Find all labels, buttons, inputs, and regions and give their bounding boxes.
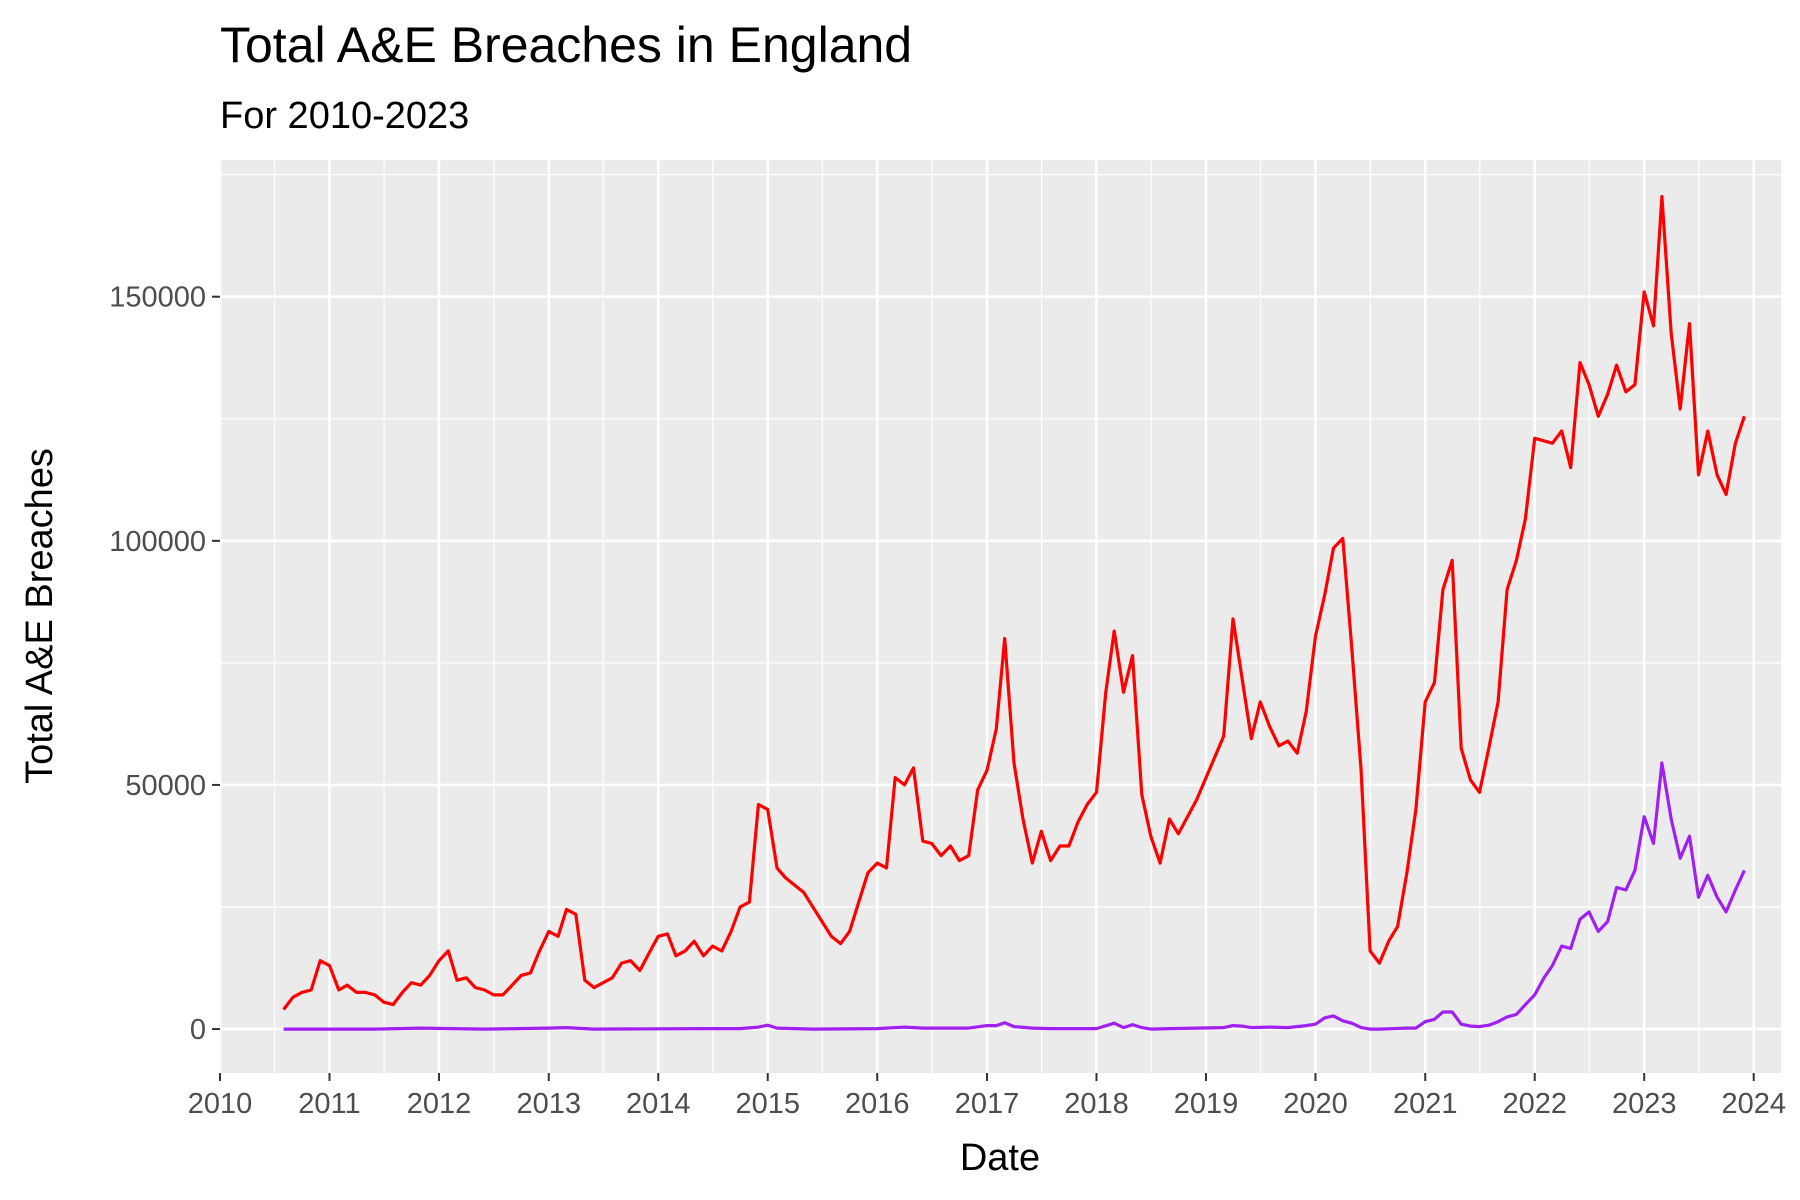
y-tick-label: 150000 (109, 282, 206, 314)
y-tick-label: 100000 (109, 526, 206, 558)
y-tick-label: 0 (190, 1014, 206, 1046)
x-tick-label: 2014 (626, 1088, 691, 1120)
x-tick-label: 2016 (845, 1088, 910, 1120)
chart-subtitle: For 2010-2023 (220, 95, 469, 137)
x-tick-label: 2015 (735, 1088, 800, 1120)
series-layer (282, 195, 1746, 1031)
x-tick-label: 2012 (407, 1088, 472, 1120)
x-tick-label: 2024 (1721, 1088, 1786, 1120)
plot-panel (220, 160, 1781, 1073)
series-line-2 (283, 761, 1746, 1031)
y-axis-title: Total A&E Breaches (19, 448, 61, 784)
x-axis-title: Date (960, 1137, 1040, 1179)
x-tick-label: 2011 (298, 1088, 360, 1120)
chart-title: Total A&E Breaches in England (220, 17, 912, 73)
x-axis: 2010 2011 2012 2013 2014 2015 2016 2017 2018 2019… (188, 1073, 1786, 1120)
x-tick-label: 2019 (1174, 1088, 1239, 1120)
x-tick-label: 2020 (1283, 1088, 1348, 1120)
x-tick-label: 2023 (1612, 1088, 1677, 1120)
x-tick-label: 2017 (955, 1088, 1020, 1120)
minor-gridlines (220, 160, 1781, 1073)
x-tick-label: 2022 (1502, 1088, 1567, 1120)
x-tick-label: 2021 (1393, 1088, 1458, 1120)
x-tick-label: 2018 (1064, 1088, 1129, 1120)
y-tick-label: 50000 (125, 770, 206, 802)
major-gridlines (218, 160, 1781, 1073)
x-tick-label: 2013 (517, 1088, 582, 1120)
y-axis: 0 50000 100000 150000 (109, 282, 220, 1046)
x-tick-label: 2010 (188, 1088, 253, 1120)
series-line-1 (282, 195, 1746, 1011)
